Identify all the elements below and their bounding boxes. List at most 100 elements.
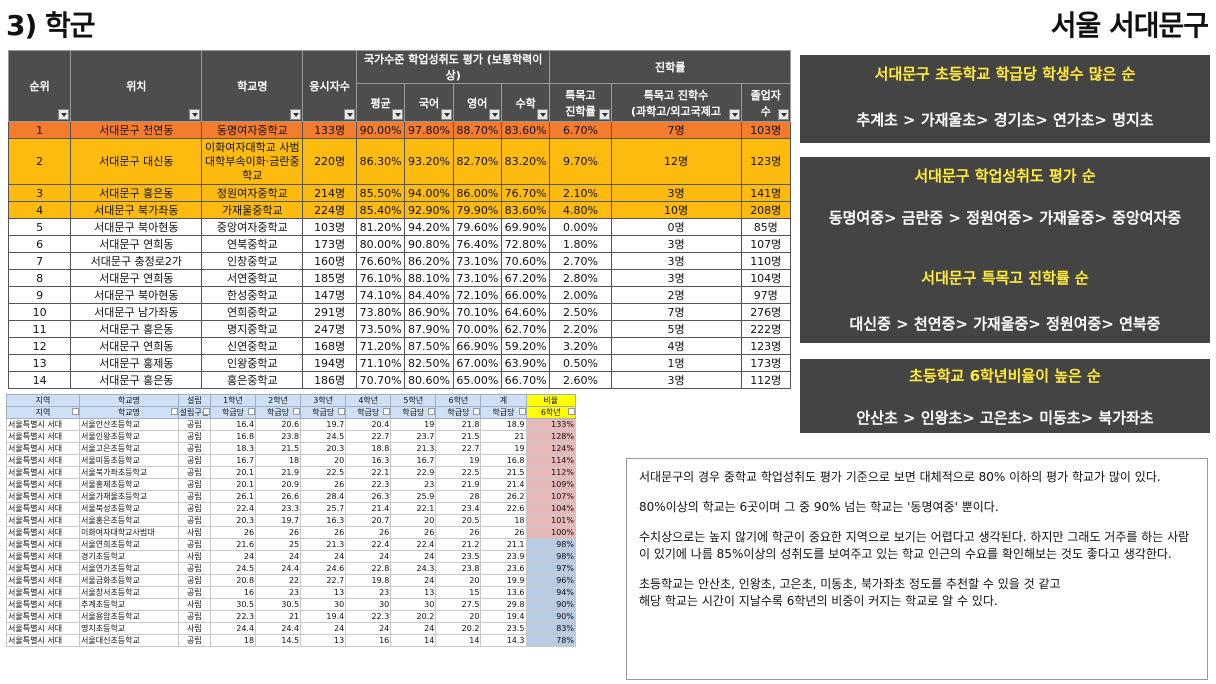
data-cell: 경기초등학교 (79, 550, 179, 563)
col-school[interactable]: 학교명 (201, 50, 304, 122)
filter-dropdown-icon[interactable] (518, 408, 526, 415)
filter-dropdown-icon[interactable] (537, 109, 549, 120)
english-cell: 86.00% (452, 184, 502, 202)
col-special-count[interactable]: 특목고 진학수 (과학고/외고국제고 (610, 83, 742, 122)
summary-paragraph: 초등학교는 안산초, 인왕초, 고은초, 미동초, 북가좌초 정도를 추천할 수… (639, 577, 1061, 608)
filter-dropdown-icon[interactable] (290, 109, 302, 120)
avg-cell: 80.00% (355, 235, 406, 253)
filter-dropdown-icon[interactable] (170, 408, 178, 415)
col-special-rate[interactable]: 특목고 진학률 (549, 83, 612, 122)
col-location[interactable]: 위치 (70, 50, 203, 122)
math-cell: 66.70% (500, 371, 551, 389)
graduates-cell: 107명 (740, 235, 791, 253)
filter-dropdown-icon[interactable] (383, 408, 390, 415)
math-cell: 83.20% (500, 138, 551, 185)
col-examinees[interactable]: 응시자수 (302, 50, 357, 122)
examinees-cell: 224명 (302, 201, 357, 219)
filter-dropdown-icon[interactable] (338, 408, 345, 415)
data-cell: 19 (435, 454, 482, 467)
data-cell: 사립 (177, 526, 211, 539)
col-english[interactable]: 영어 (452, 83, 502, 122)
data-cell: 18 (255, 454, 302, 467)
special-count-cell: 7명 (610, 121, 742, 139)
filter-header-cell[interactable]: 학급당 (435, 406, 482, 419)
table-row: 1 서대문구 천연동 동명여자중학교 133명 90.00% 97.80% 88.70% 83… (7, 121, 791, 139)
data-cell: 23.7 (390, 430, 437, 443)
col-math[interactable]: 수학 (500, 83, 551, 122)
filter-dropdown-icon[interactable] (488, 109, 500, 120)
examinees-cell: 103명 (302, 218, 357, 236)
filter-dropdown-icon[interactable] (72, 408, 79, 415)
data-cell: 22.4 (390, 538, 437, 551)
ratio-cell: 124% (525, 442, 577, 455)
filter-header-cell[interactable]: 지역 (6, 406, 80, 419)
filter-dropdown-icon[interactable] (189, 109, 201, 120)
data-cell: 16.7 (390, 454, 437, 467)
korean-cell: 92.90% (404, 201, 454, 219)
filter-header-cell[interactable]: 학급당 (390, 406, 437, 419)
data-cell: 공립 (177, 634, 211, 647)
filter-header-cell[interactable]: 학급당 (255, 406, 302, 419)
filter-dropdown-icon[interactable] (58, 109, 70, 120)
korean-cell: 90.80% (404, 235, 454, 253)
filter-dropdown-icon[interactable] (598, 109, 610, 120)
data-cell: 20 (435, 574, 482, 587)
ratio-cell: 83% (525, 622, 577, 635)
data-cell: 20.1 (209, 466, 257, 479)
filter-dropdown-icon[interactable] (440, 109, 452, 120)
data-cell: 26 (300, 526, 347, 539)
filter-header-cell[interactable]: 학급당 (209, 406, 257, 419)
data-cell: 20 (435, 610, 482, 623)
filter-dropdown-icon[interactable] (293, 408, 300, 415)
data-cell: 20.4 (345, 418, 392, 431)
filter-dropdown-icon[interactable] (202, 408, 210, 415)
filter-dropdown-icon[interactable] (568, 408, 575, 415)
data-cell: 서울특별시 서대 (6, 562, 80, 575)
table-row: 서울특별시 서대 서울창서초등학교 공립 16 23 13 23 13 15 13.6 94% (6, 586, 577, 599)
examinees-cell: 160명 (302, 252, 357, 270)
col-avg[interactable]: 평균 (355, 83, 406, 122)
filter-header-cell[interactable]: 학급당 (345, 406, 392, 419)
filter-dropdown-icon[interactable] (728, 109, 740, 120)
data-cell: 27.5 (435, 598, 482, 611)
data-cell: 24 (390, 550, 437, 563)
data-cell: 24 (300, 622, 347, 635)
korean-cell: 93.20% (404, 138, 454, 185)
data-cell: 21.4 (345, 502, 392, 515)
col-korean[interactable]: 국어 (404, 83, 454, 122)
panel-ranking: 대신중 > 천연중> 가재울중> 정원여중> 연북중 (849, 315, 1161, 333)
header-cell: 비율 (525, 394, 577, 407)
location-cell: 서대문구 대신동 (70, 138, 203, 185)
data-cell: 22.4 (209, 502, 257, 515)
data-cell: 22.5 (435, 466, 482, 479)
location-cell: 서대문구 천연동 (70, 121, 203, 139)
filter-dropdown-icon[interactable] (778, 109, 789, 120)
filter-header-cell[interactable]: 6학년 (525, 406, 577, 419)
data-cell: 25.7 (300, 502, 347, 515)
special-count-cell: 12명 (610, 138, 742, 185)
data-cell: 19.4 (300, 610, 347, 623)
filter-header-cell[interactable]: 설립구분 (177, 406, 211, 419)
data-cell: 공립 (177, 454, 211, 467)
data-cell: 22.3 (345, 478, 392, 491)
english-cell: 73.10% (452, 269, 502, 287)
examinees-cell: 247명 (302, 320, 357, 338)
col-graduates[interactable]: 졸업자 수 (740, 83, 791, 122)
data-cell: 공립 (177, 490, 211, 503)
filter-header-cell[interactable]: 학교명 (79, 406, 179, 419)
data-cell: 16.7 (209, 454, 257, 467)
special-count-cell: 4명 (610, 337, 742, 355)
data-cell: 24 (390, 574, 437, 587)
filter-header-cell[interactable]: 학급당 (480, 406, 527, 419)
filter-dropdown-icon[interactable] (392, 109, 404, 120)
filter-dropdown-icon[interactable] (428, 408, 435, 415)
filter-header-cell[interactable]: 학급당 (300, 406, 347, 419)
col-rank[interactable]: 순위 (7, 50, 72, 122)
group-progress: 진학률 (549, 50, 791, 84)
ratio-cell: 112% (525, 466, 577, 479)
filter-dropdown-icon[interactable] (473, 408, 480, 415)
data-cell: 16.4 (209, 418, 257, 431)
filter-dropdown-icon[interactable] (248, 408, 255, 415)
filter-dropdown-icon[interactable] (343, 109, 355, 120)
graduates-cell: 103명 (740, 121, 791, 139)
